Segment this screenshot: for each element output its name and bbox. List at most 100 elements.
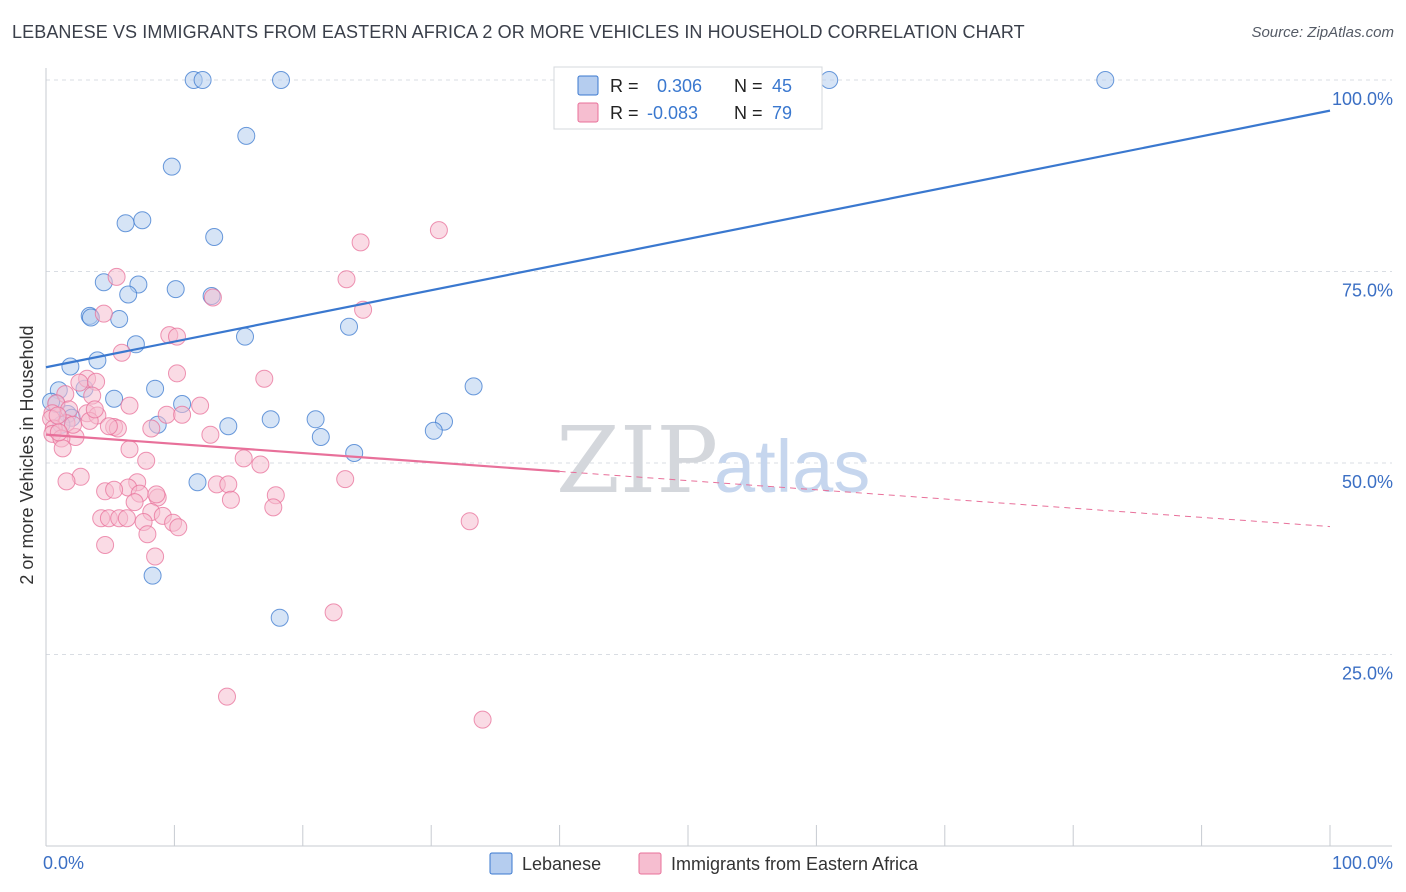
lebanese-point [219, 417, 238, 436]
lebanese-point [116, 214, 135, 233]
eastern-africa-point [255, 369, 274, 388]
eastern-africa-point [201, 425, 220, 444]
eastern-africa-point [48, 406, 67, 425]
eastern-africa-point [169, 518, 188, 537]
eastern-africa-point [473, 710, 492, 729]
lebanese-trend-line [45, 109, 1331, 369]
lebanese-point [205, 228, 224, 246]
series-legend-swatch-eastern-africa [638, 852, 662, 875]
eastern-africa-point [157, 405, 176, 424]
lebanese-point [166, 280, 185, 299]
eastern-africa-point [94, 304, 113, 323]
eastern-africa-point [173, 405, 192, 424]
legend-n-label-2: N = [734, 103, 763, 123]
eastern-africa-point [460, 512, 479, 531]
eastern-africa-point [57, 472, 76, 491]
eastern-africa-point [85, 400, 104, 419]
y-tick-label: 75.0% [1342, 281, 1393, 301]
x-tick-label-min: 0.0% [43, 853, 84, 873]
eastern-africa-point [218, 687, 236, 706]
eastern-africa-point [138, 525, 157, 544]
lebanese-point [272, 71, 290, 89]
y-axis-label: 2 or more Vehicles in Household [17, 325, 37, 584]
eastern-africa-point [53, 439, 72, 458]
lebanese-point [110, 310, 129, 328]
eastern-africa-point [117, 509, 136, 528]
legend-r-value-2: -0.083 [647, 103, 698, 123]
eastern-africa-point [96, 536, 115, 554]
eastern-africa-point [99, 417, 118, 436]
series-legend-swatch-lebanese [489, 852, 513, 875]
trend-lines [45, 109, 1331, 528]
eastern-africa-point [120, 396, 139, 415]
lebanese-point [345, 444, 364, 462]
eastern-africa-point [105, 480, 124, 499]
lebanese-point [1096, 71, 1115, 89]
lebanese-point [162, 157, 181, 176]
eastern-africa-point [125, 493, 144, 512]
y-tick-label: 100.0% [1332, 89, 1393, 109]
eastern-africa-point [324, 603, 343, 622]
lebanese-point [105, 389, 124, 408]
y-tick-label: 50.0% [1342, 472, 1393, 492]
lebanese-point [306, 410, 325, 429]
lebanese-point [188, 473, 207, 492]
eastern-africa-point [264, 498, 283, 517]
watermark-zip: ZIP [556, 407, 718, 514]
lebanese-point [236, 327, 254, 346]
eastern-africa-point [168, 364, 186, 383]
eastern-africa-point [337, 270, 356, 289]
eastern-africa-point [120, 440, 139, 459]
lebanese-point [311, 428, 330, 446]
legend-n-value-1: 45 [772, 76, 792, 96]
eastern-africa-point [137, 451, 156, 470]
eastern-africa-point [221, 490, 240, 509]
lebanese-point [270, 608, 289, 627]
eastern-africa-trend-line-extension [559, 470, 1331, 528]
lebanese-point [237, 126, 256, 145]
chart-title: LEBANESE VS IMMIGRANTS FROM EASTERN AFRI… [12, 22, 1025, 42]
series-legend-label-lebanese: Lebanese [522, 854, 601, 874]
eastern-africa-point [336, 470, 355, 489]
y-tick-label: 25.0% [1342, 664, 1393, 684]
eastern-africa-point [64, 415, 82, 434]
eastern-africa-point [191, 396, 210, 415]
eastern-africa-point [219, 475, 238, 494]
legend-r-value-1: 0.306 [657, 76, 702, 96]
lebanese-point [119, 285, 138, 304]
legend-n-value-2: 79 [772, 103, 792, 123]
lebanese-point [133, 211, 152, 230]
legend-swatch-eastern-africa [577, 102, 599, 123]
lebanese-point [143, 566, 162, 585]
stats-legend: R = 0.306 N = 45 R = -0.083 N = 79 [553, 66, 823, 130]
lebanese-point [340, 317, 358, 336]
lebanese-point [820, 71, 839, 89]
eastern-africa-point [146, 547, 165, 566]
lebanese-point [464, 377, 483, 396]
eastern-africa-point [429, 221, 448, 240]
eastern-africa-point [70, 373, 89, 392]
x-tick-label-max: 100.0% [1332, 853, 1393, 873]
legend-r-label-1: R = [610, 76, 639, 96]
axes: 100.0% 75.0% 50.0% 25.0% 0.0% 100.0% [43, 68, 1393, 873]
source-note: Source: ZipAtlas.com [1251, 24, 1394, 41]
lebanese-point [261, 410, 280, 429]
eastern-africa-point [142, 419, 161, 438]
lebanese-point [88, 351, 107, 370]
legend-n-label-1: N = [734, 76, 763, 96]
eastern-africa-point [234, 449, 253, 468]
series-legend: Lebanese Immigrants from Eastern Africa [489, 852, 919, 875]
eastern-africa-point [147, 485, 166, 504]
data-points [42, 71, 1115, 729]
eastern-africa-point [251, 455, 270, 474]
eastern-africa-point [107, 267, 126, 286]
watermark-atlas: atlas [714, 425, 870, 508]
eastern-africa-point [203, 288, 222, 307]
lebanese-point [424, 421, 443, 440]
lebanese-point [193, 71, 212, 89]
legend-r-label-2: R = [610, 103, 639, 123]
eastern-africa-trend-line [45, 433, 560, 473]
lebanese-point [146, 379, 165, 398]
eastern-africa-point [351, 233, 370, 252]
